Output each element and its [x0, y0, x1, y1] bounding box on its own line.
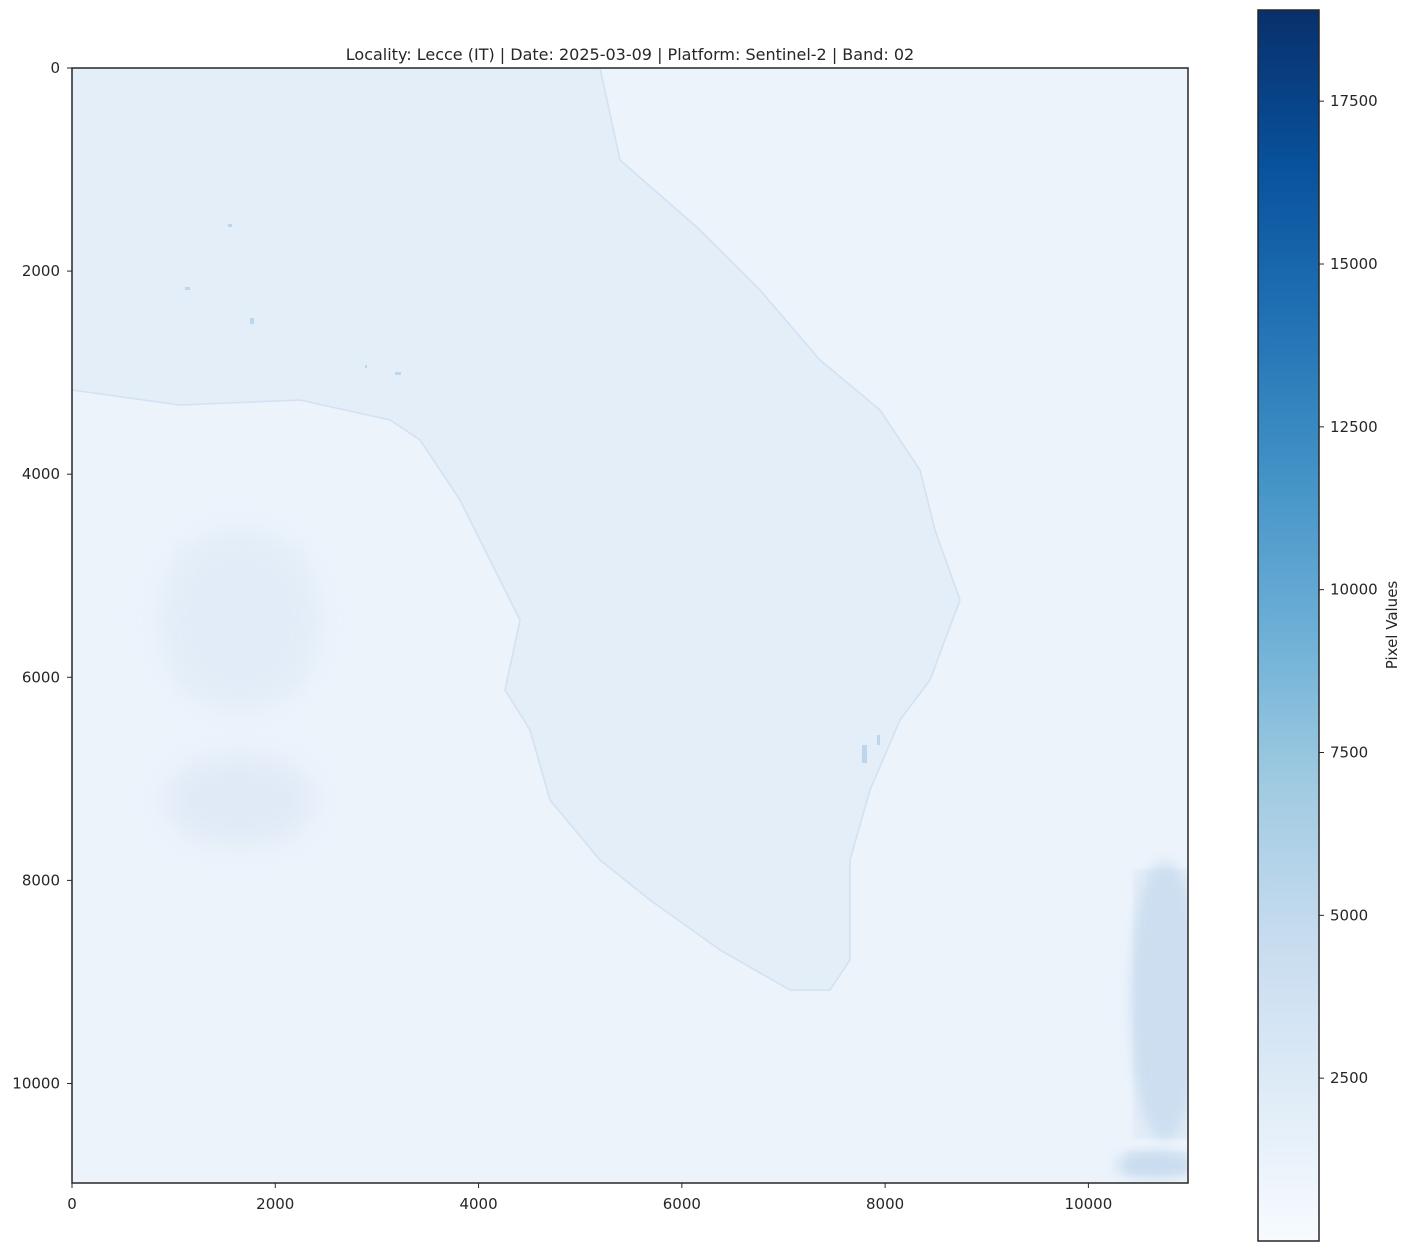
y-tick-label: 2000: [22, 262, 60, 280]
y-tick-label: 8000: [22, 871, 60, 889]
x-tick-label: 8000: [866, 1195, 904, 1213]
colorbar-tick-label: 5000: [1330, 906, 1368, 924]
colorbar-gradient: [1258, 10, 1319, 1241]
x-tick-label: 10000: [1065, 1195, 1113, 1213]
y-axis-ticks: 0 2000 4000 6000 8000 10000: [12, 59, 72, 1092]
x-axis-ticks: 0 2000 4000 6000 8000 10000: [67, 1183, 1112, 1213]
land-region-north: [72, 68, 960, 990]
colorbar-tick-label: 7500: [1330, 744, 1368, 762]
x-tick-label: 2000: [256, 1195, 294, 1213]
plot-frame: [71, 67, 1189, 1184]
colorbar-frame: [1257, 9, 1320, 1242]
x-tick-label: 0: [67, 1195, 77, 1213]
colorbar-ticks: 2500 5000 7500 10000 12500 15000 17500: [1319, 92, 1378, 1087]
colorbar-tick-label: 12500: [1330, 418, 1378, 436]
heatmap-image: [72, 68, 1188, 1183]
cloud-texture-1: [170, 540, 310, 700]
cloud-patch-southeast: [1115, 860, 1188, 1179]
x-tick-label: 6000: [663, 1195, 701, 1213]
colorbar-tick-label: 2500: [1330, 1069, 1368, 1087]
y-tick-label: 10000: [12, 1074, 60, 1092]
coastline: [72, 68, 961, 991]
colorbar-tick-label: 10000: [1330, 581, 1378, 599]
colorbar-tick-label: 15000: [1330, 255, 1378, 273]
chart-title: Locality: Lecce (IT) | Date: 2025-03-09 …: [346, 45, 914, 64]
colorbar-label: Pixel Values: [1383, 581, 1401, 670]
cloud-texture-2: [180, 770, 300, 840]
y-tick-label: 4000: [22, 465, 60, 483]
y-tick-label: 0: [50, 59, 60, 77]
y-tick-label: 6000: [22, 668, 60, 686]
x-tick-label: 4000: [459, 1195, 497, 1213]
colorbar-tick-label: 17500: [1330, 92, 1378, 110]
bright-pixels: [185, 224, 880, 763]
